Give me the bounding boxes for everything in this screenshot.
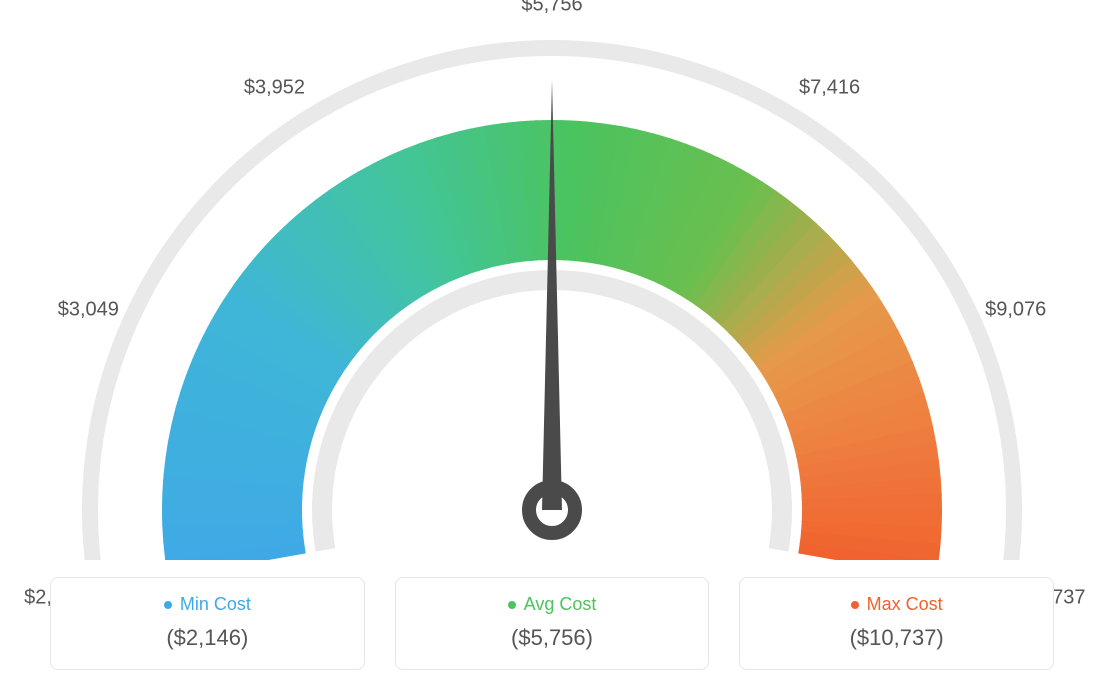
min-cost-label: Min Cost: [180, 594, 251, 615]
gauge-area: $2,146$3,049$3,952$5,756$7,416$9,076$10,…: [0, 0, 1104, 560]
avg-cost-value: ($5,756): [416, 625, 689, 651]
gauge-tick-label: $3,049: [58, 298, 119, 321]
max-cost-dot-icon: [851, 601, 859, 609]
summary-cards-row: Min Cost ($2,146) Avg Cost ($5,756) Max …: [50, 577, 1054, 670]
gauge-tick-label: $9,076: [985, 298, 1046, 321]
min-cost-dot-icon: [164, 601, 172, 609]
avg-cost-card: Avg Cost ($5,756): [395, 577, 710, 670]
max-cost-label: Max Cost: [867, 594, 943, 615]
gauge-svg: [0, 0, 1104, 560]
cost-gauge-chart: $2,146$3,049$3,952$5,756$7,416$9,076$10,…: [0, 0, 1104, 690]
avg-cost-title: Avg Cost: [508, 594, 597, 615]
max-cost-card: Max Cost ($10,737): [739, 577, 1054, 670]
min-cost-value: ($2,146): [71, 625, 344, 651]
gauge-tick-label: $3,952: [244, 77, 305, 100]
max-cost-title: Max Cost: [851, 594, 943, 615]
min-cost-card: Min Cost ($2,146): [50, 577, 365, 670]
max-cost-value: ($10,737): [760, 625, 1033, 651]
avg-cost-dot-icon: [508, 601, 516, 609]
gauge-tick-label: $5,756: [521, 0, 582, 17]
avg-cost-label: Avg Cost: [524, 594, 597, 615]
min-cost-title: Min Cost: [164, 594, 251, 615]
gauge-tick-label: $7,416: [799, 77, 860, 100]
